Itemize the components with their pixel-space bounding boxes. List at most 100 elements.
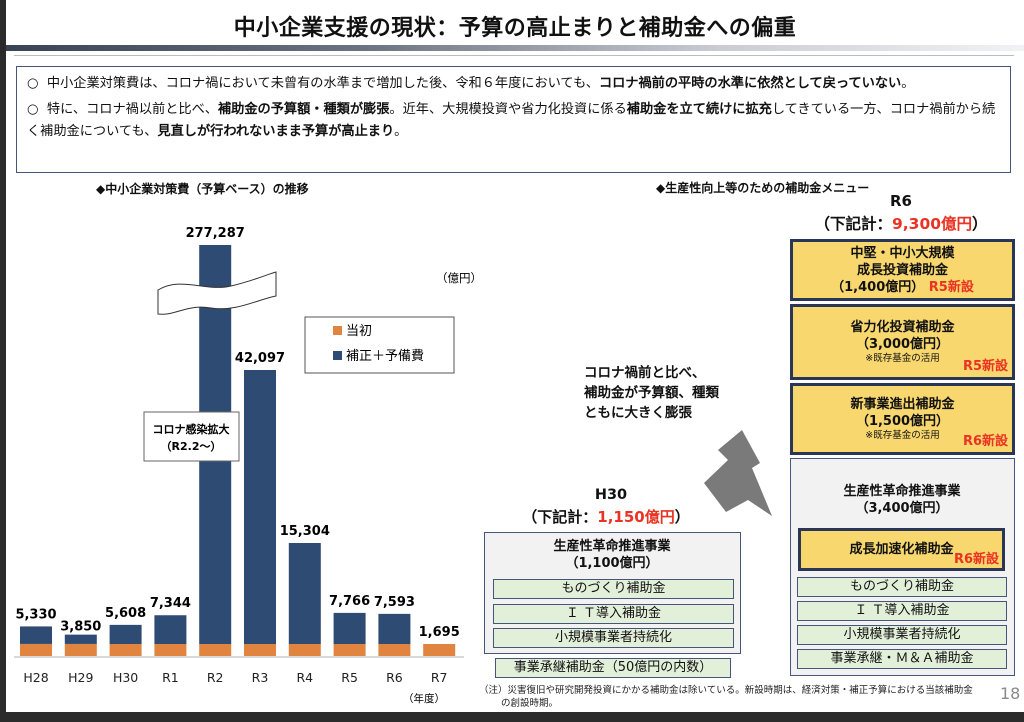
program-title: 生産性革命推進事業 [553, 539, 671, 554]
bar-initial-R4 [288, 644, 321, 656]
annotation-frame [143, 411, 240, 462]
callout-text: コロナ禍前と比べ、 補助金が予算額、種類 ともに大きく膨張 [584, 363, 719, 423]
x-tick-label: H29 [68, 670, 93, 685]
growth-arrow-icon [704, 430, 772, 516]
bar-supplementary-R5 [333, 612, 366, 644]
summary-text: 特に、コロナ禍以前と比べ、 [46, 102, 218, 117]
footnote: （注）災害復旧や研究開発投資にかかる補助金は除いている。新設時期は、経済対策・補… [479, 684, 1004, 710]
covid-annotation: コロナ感染拡大 （R2.2～） [143, 411, 240, 462]
bar-initial-R5 [333, 644, 366, 656]
budget-bar-chart: 5,330 3,850 5,608 7,344 277,287 42,097 15,304 7… [14, 226, 476, 705]
x-tick-label: H30 [113, 670, 138, 685]
annotation-line-2: （R2.2～） [161, 440, 222, 453]
title-gradient-bar [6, 45, 1024, 51]
summary-point-1: ○ 中小企業対策費は、コロナ禍において未曾有の水準まで増加した後、令和６年度にお… [27, 73, 1000, 95]
bar-initial-H28 [20, 643, 52, 656]
program-heading: 生産性革命推進事業 （3,400億円） [791, 483, 1013, 517]
callout-line: コロナ禍前と比べ、 [584, 365, 706, 381]
program-item: ものづくり補助金 [797, 577, 1007, 597]
callout-line: 補助金が予算額、種類 [584, 385, 719, 401]
bar-value-label: 5,330 [15, 607, 56, 622]
bar-initial-R2 [199, 644, 232, 656]
box-line: （1,400億円） R5新設 [793, 279, 1012, 296]
x-tick-label: H28 [23, 670, 48, 685]
subsidy-box-growth-acceleration: 成長加速化補助金 R6新設 [798, 528, 1005, 571]
bar-value-label: 3,850 [60, 620, 101, 635]
summary-emphasis: コロナ禍前の平時の水準に依然として戻っていない [598, 76, 902, 91]
bar-initial-H29 [64, 643, 97, 656]
program-item: ものづくり補助金 [493, 579, 734, 599]
r6-subtotal-value: 9,300億円 [891, 215, 973, 233]
box-note: ※既存基金の活用 [865, 430, 940, 441]
menu-section-title: ◆生産性向上等のための補助金メニュー [656, 181, 870, 195]
summary-text: 。近年、大規模投資や省力化投資に係る [389, 102, 627, 117]
summary-emphasis: 見直しが行われないまま予算が高止まり [157, 124, 395, 139]
bar-initial-R7 [423, 644, 456, 656]
new-tag: R6新設 [962, 434, 1008, 449]
bar-supplementary-R6 [378, 613, 411, 644]
box-line: 新事業進出補助金 [850, 397, 955, 412]
bar-supplementary-H30 [109, 624, 142, 644]
box-line: （3,000億円） [855, 337, 950, 352]
program-title: 生産性革命推進事業 [843, 484, 961, 499]
bar-supplementary-R3 [244, 370, 276, 644]
new-tag: R5新設 [928, 280, 974, 295]
axis-break-symbol [157, 271, 277, 315]
bar-initial-R1 [154, 644, 187, 656]
business-succession-item: 事業承継補助金（50億円の内数） [495, 658, 731, 678]
slide: 中小企業支援の現状：予算の高止まりと補助金への偏重 ○ 中小企業対策費は、コロナ… [6, 0, 1024, 712]
bar-initial-H30 [109, 644, 142, 656]
x-tick-label: R1 [162, 670, 179, 685]
callout-line: ともに大きく膨張 [584, 405, 692, 421]
bar-value-label: 7,344 [150, 596, 191, 611]
summary-text: 中小企業対策費は、コロナ禍において未曾有の水準まで増加した後、令和６年度において… [46, 76, 599, 91]
program-item: 小規模事業者持続化 [493, 628, 734, 648]
program-item: 事業承継・Ｍ＆Ａ補助金 [797, 649, 1007, 669]
r6-productivity-program: 生産性革命推進事業 （3,400億円） 成長加速化補助金 R6新設 ものづくり補… [790, 458, 1015, 676]
h30-subtotal: （下記計：1,150億円） [501, 506, 711, 527]
subtotal-suffix: ） [674, 508, 690, 526]
summary-emphasis: 補助金を立て続けに拡充 [626, 102, 772, 117]
box-line: 成長加速化補助金 [849, 542, 954, 557]
subtotal-prefix: （下記計： [814, 215, 892, 233]
program-item: Ｉ Ｔ導入補助金 [797, 601, 1007, 621]
page-title: 中小企業支援の現状：予算の高止まりと補助金への偏重 [233, 16, 797, 41]
program-heading: 生産性革命推進事業 （1,100億円） [485, 538, 739, 572]
box-line: 成長投資補助金 [856, 263, 948, 278]
subtotal-prefix: （下記計： [522, 508, 598, 526]
subsidy-box-growth-investment: 中堅・中小大規模 成長投資補助金 （1,400億円） R5新設 [790, 239, 1015, 301]
subsidy-box-new-business: 新事業進出補助金 （1,500億円） ※既存基金の活用 R6新設 [790, 383, 1015, 455]
r6-subtotal: （下記計：9,300億円） [786, 212, 1016, 234]
summary-point-2: ○ 特に、コロナ禍以前と比べ、補助金の予算額・種類が膨張。近年、大規模投資や省力… [27, 99, 1000, 143]
summary-text: 。 [901, 76, 915, 91]
chart-section-title: ◆中小企業対策費（予算ベース）の推移 [96, 182, 309, 196]
x-tick-label: R3 [252, 670, 269, 685]
x-tick-label: R6 [386, 670, 403, 685]
bar-value-label: 15,304 [280, 524, 330, 539]
bar-value-label: 1,695 [419, 625, 460, 640]
h30-productivity-program: 生産性革命推進事業 （1,100億円） ものづくり補助金 Ｉ Ｔ導入補助金 小規… [484, 532, 741, 654]
r6-label: R6 [890, 192, 912, 210]
bar-initial-R3 [244, 644, 276, 656]
legend-label-supplementary: 補正＋予備費 [346, 348, 424, 364]
legend-swatch-supplementary [333, 351, 342, 360]
bar-value-label: 7,593 [374, 595, 415, 610]
program-amount: （1,100億円） [565, 556, 659, 571]
summary-text: してきている一方、コロナ禍前から続く補助金についても、 [27, 102, 996, 139]
footnote-line: （注）災害復旧や研究開発投資にかかる補助金は除いている。新設時期は、経済対策・補… [479, 685, 973, 696]
box-line: 省力化投資補助金 [850, 320, 955, 335]
box-line: （1,500億円） [855, 414, 950, 429]
program-amount: （3,400億円） [855, 501, 949, 516]
program-item: 小規模事業者持続化 [797, 625, 1007, 645]
chart-legend: 当初 補正＋予備費 [304, 316, 455, 374]
bar-value-label: 7,766 [329, 594, 370, 609]
box-amount: （1,400億円） [831, 280, 925, 295]
bar-supplementary-R4 [288, 543, 321, 644]
new-tag: R5新設 [962, 359, 1008, 374]
title-divider [14, 55, 1014, 56]
bar-supplementary-H28 [20, 626, 52, 644]
bullet-icon: ○ [27, 76, 39, 91]
footnote-line: の創設時期。 [501, 698, 559, 709]
h30-subtotal-value: 1,150億円 [597, 508, 675, 526]
box-note: ※既存基金の活用 [865, 353, 940, 364]
